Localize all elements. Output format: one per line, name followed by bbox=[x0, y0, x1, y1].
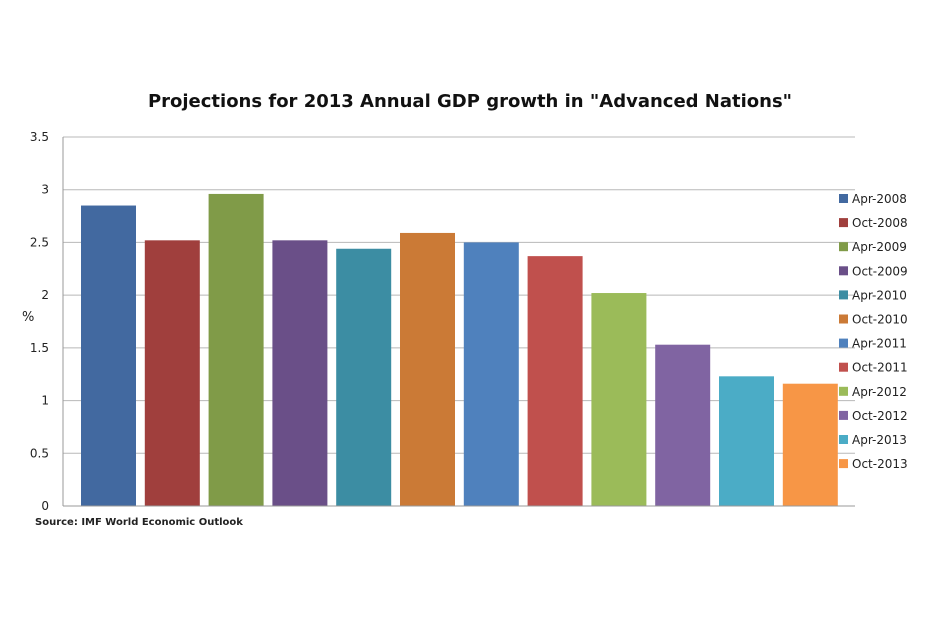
bar-oct-2008 bbox=[144, 240, 200, 506]
legend-label: Apr-2011 bbox=[852, 337, 907, 351]
y-tick-label: 3.5 bbox=[30, 130, 49, 144]
source-note: Source: IMF World Economic Outlook bbox=[35, 517, 243, 528]
bar-oct-2012 bbox=[655, 344, 711, 506]
bar-oct-2010 bbox=[400, 232, 455, 506]
legend-swatch bbox=[839, 266, 848, 276]
y-tick-label: 2 bbox=[41, 288, 49, 302]
legend-swatch bbox=[839, 290, 848, 300]
bar-apr-2013 bbox=[719, 376, 774, 506]
legend-label: Apr-2008 bbox=[852, 192, 907, 206]
bar-apr-2008 bbox=[81, 205, 136, 506]
legend-swatch bbox=[839, 218, 848, 228]
legend-label: Apr-2010 bbox=[852, 288, 907, 302]
bar-apr-2011 bbox=[463, 242, 519, 506]
legend-swatch bbox=[839, 314, 848, 324]
y-tick-label: 1 bbox=[41, 394, 49, 408]
legend-label: Apr-2009 bbox=[852, 240, 907, 254]
legend-label: Oct-2012 bbox=[852, 409, 908, 423]
y-tick-label: 0.5 bbox=[30, 446, 49, 460]
legend-swatch bbox=[839, 194, 848, 203]
y-tick-label: 0 bbox=[41, 499, 49, 513]
legend-label: Oct-2009 bbox=[852, 264, 908, 278]
legend-swatch bbox=[839, 242, 848, 252]
bar-apr-2010 bbox=[336, 248, 392, 507]
y-axis-label: % bbox=[22, 310, 35, 325]
y-tick-label: 3 bbox=[41, 183, 49, 197]
bar-oct-2013 bbox=[782, 383, 838, 506]
legend-label: Oct-2010 bbox=[852, 313, 908, 327]
legend-swatch bbox=[839, 435, 848, 444]
legend-swatch bbox=[839, 459, 848, 469]
legend-label: Apr-2013 bbox=[852, 433, 907, 447]
bar-apr-2012 bbox=[591, 293, 647, 506]
bar-apr-2009 bbox=[208, 193, 264, 506]
legend-swatch bbox=[839, 362, 848, 372]
bar-oct-2009 bbox=[272, 240, 328, 506]
y-tick-label: 1.5 bbox=[30, 341, 49, 355]
y-tick-label: 2.5 bbox=[30, 235, 49, 249]
legend-swatch bbox=[839, 338, 848, 348]
legend-label: Oct-2008 bbox=[852, 216, 908, 230]
legend-label: Oct-2011 bbox=[852, 361, 908, 375]
bar-oct-2011 bbox=[527, 256, 583, 506]
legend-swatch bbox=[839, 386, 848, 396]
chart-title: Projections for 2013 Annual GDP growth i… bbox=[147, 91, 793, 112]
legend-label: Apr-2012 bbox=[852, 385, 907, 399]
legend-label: Oct-2013 bbox=[852, 457, 908, 471]
legend-swatch bbox=[839, 410, 848, 420]
